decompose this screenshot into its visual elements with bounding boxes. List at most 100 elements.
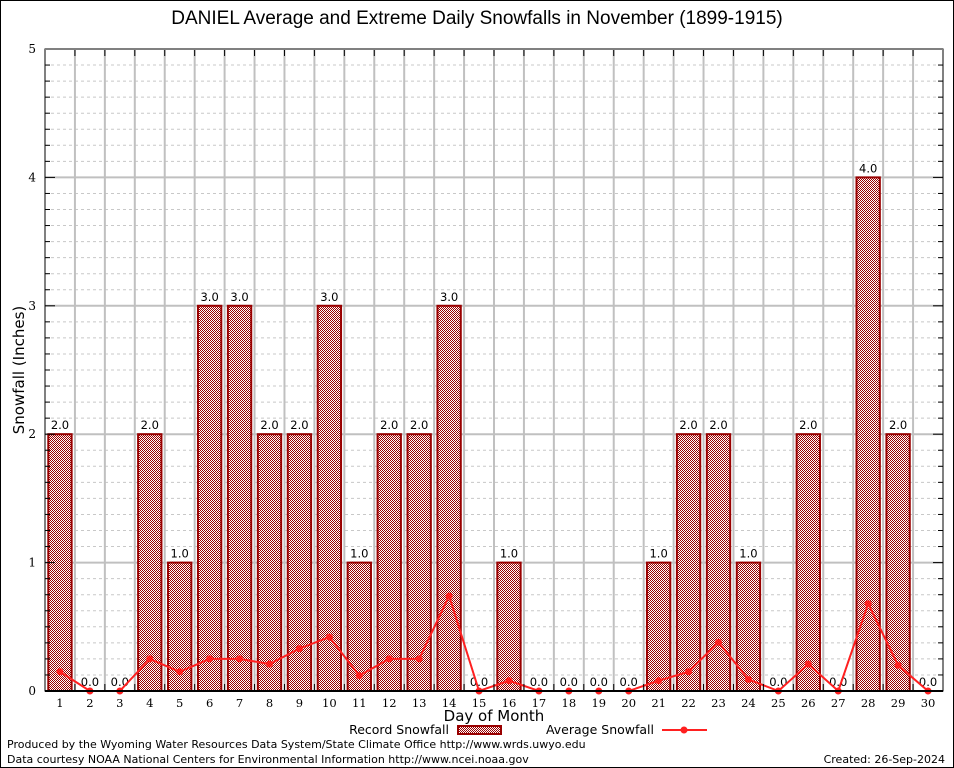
bar-value-label: 2.0 [141, 418, 159, 432]
bar-value-label: 0.0 [769, 675, 787, 689]
x-tick-label: 5 [176, 696, 183, 710]
bar-record-snowfall [735, 561, 762, 692]
average-snowfall-point [355, 672, 363, 680]
average-snowfall-point [744, 675, 752, 683]
bar-value-label: 2.0 [260, 418, 278, 432]
bar-value-label: 4.0 [859, 161, 877, 175]
bar-value-label: 2.0 [889, 418, 907, 432]
bar-value-label: 0.0 [81, 675, 99, 689]
x-tick-label: 20 [621, 696, 636, 710]
bar-value-label: 0.0 [620, 675, 638, 689]
bar-record-snowfall [256, 433, 283, 692]
average-snowfall-point [176, 668, 184, 676]
bar-record-snowfall [795, 433, 821, 692]
bar-value-label: 1.0 [350, 547, 368, 561]
bar-record-snowfall [496, 561, 522, 692]
average-snowfall-point [56, 668, 64, 676]
bar-record-snowfall [406, 433, 432, 692]
average-snowfall-point [325, 633, 333, 641]
x-tick-label: 14 [442, 696, 457, 710]
x-tick-label: 17 [532, 696, 547, 710]
x-tick-label: 28 [861, 696, 876, 710]
x-tick-label: 11 [352, 696, 367, 710]
average-snowfall-point [236, 655, 244, 663]
bar-value-label: 2.0 [709, 418, 727, 432]
average-snowfall-point [505, 677, 513, 685]
y-tick-label: 0 [28, 684, 36, 698]
bar-record-snowfall [645, 561, 672, 692]
average-snowfall-point [206, 655, 214, 663]
x-tick-label: 30 [921, 696, 936, 710]
x-tick-label: 26 [801, 696, 816, 710]
grid [45, 49, 943, 691]
bar-record-snowfall [226, 304, 253, 692]
bar-value-label: 0.0 [919, 675, 937, 689]
x-tick-label: 15 [472, 696, 487, 710]
bar-value-label: 1.0 [649, 547, 667, 561]
legend-swatch-record [457, 725, 502, 735]
x-tick-label: 23 [711, 696, 726, 710]
x-tick-label: 18 [562, 696, 577, 710]
bar-record-snowfall [675, 433, 702, 692]
average-snowfall-point [295, 645, 303, 653]
footer-data-courtesy: Data courtesy NOAA National Centers for … [7, 753, 529, 766]
y-tick-label: 3 [28, 299, 36, 313]
bar-value-label: 3.0 [200, 290, 218, 304]
x-tick-label: 19 [591, 696, 606, 710]
x-tick-label: 8 [266, 696, 273, 710]
bar-value-label: 2.0 [410, 418, 428, 432]
x-tick-label: 6 [206, 696, 213, 710]
x-tick-label: 9 [296, 696, 303, 710]
bar-value-label: 0.0 [111, 675, 129, 689]
bar-value-label: 1.0 [739, 547, 757, 561]
average-snowfall-point [146, 655, 154, 663]
x-tick-label: 3 [116, 696, 123, 710]
bar-value-label: 3.0 [440, 290, 458, 304]
legend-label-average: Average Snowfall [546, 722, 654, 737]
y-tick-label: 1 [28, 556, 36, 570]
average-snowfall-point [445, 592, 453, 600]
x-tick-label: 10 [322, 696, 337, 710]
average-snowfall-point [864, 600, 872, 608]
footer-produced-by: Produced by the Wyoming Water Resources … [7, 738, 586, 751]
legend: Record Snowfall Average Snowfall [349, 722, 707, 737]
average-snowfall-point [655, 677, 663, 685]
y-tick-label: 4 [28, 170, 36, 184]
bar-value-label: 3.0 [320, 290, 338, 304]
bar-value-label: 0.0 [530, 675, 548, 689]
bar-record-snowfall [196, 304, 223, 692]
bar-value-label: 3.0 [230, 290, 248, 304]
y-tick-label: 2 [28, 427, 36, 441]
bar-value-label: 2.0 [799, 418, 817, 432]
bar-value-label: 0.0 [829, 675, 847, 689]
x-tick-label: 13 [412, 696, 427, 710]
x-axis-label: Day of Month [444, 707, 545, 725]
x-tick-label: 1 [56, 696, 63, 710]
x-tick-label: 22 [681, 696, 696, 710]
footer-created-date: Created: 26-Sep-2024 [823, 753, 945, 766]
bar-record-snowfall [376, 433, 402, 692]
average-snowfall-point [804, 660, 812, 668]
y-axis-label: Snowfall (Inches) [10, 306, 28, 434]
bar-record-snowfall [316, 304, 343, 692]
average-snowfall-point [894, 661, 902, 669]
x-tick-label: 21 [651, 696, 666, 710]
average-snowfall-point [715, 638, 722, 646]
x-tick-label: 4 [146, 696, 153, 710]
bar-record-snowfall [137, 433, 163, 692]
x-tick-label: 27 [831, 696, 846, 710]
legend-label-record: Record Snowfall [349, 722, 449, 737]
x-tick-label: 7 [236, 696, 243, 710]
bar-record-snowfall [855, 176, 881, 692]
average-snowfall-point [266, 660, 273, 668]
average-snowfall-point [415, 655, 423, 663]
bar-record-snowfall [885, 433, 911, 692]
average-snowfall-point [385, 655, 393, 663]
x-tick-label: 12 [382, 696, 397, 710]
x-tick-label: 25 [771, 696, 786, 710]
x-tick-label: 29 [891, 696, 906, 710]
bar-value-label: 2.0 [51, 418, 69, 432]
bars: 2.0 0.0 0.0 2.0 1.0 3.0 3.0 2.0 2.0 3.0 1.0 2.0 2.0 3… [47, 161, 937, 692]
